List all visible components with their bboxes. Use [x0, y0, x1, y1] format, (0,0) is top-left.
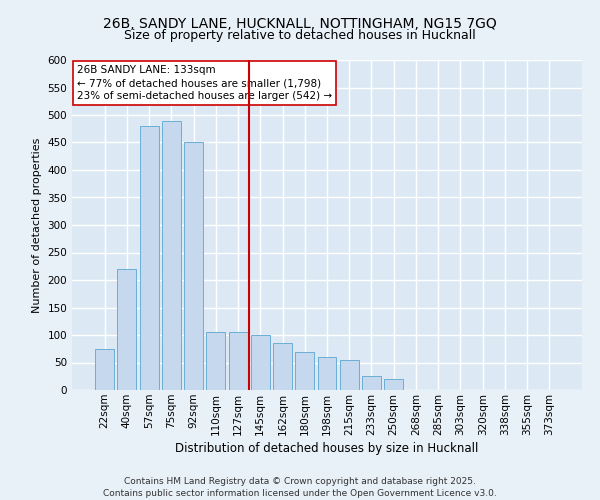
Bar	[317, 357, 337, 390]
Bar	[251, 335, 270, 390]
Text: 26B, SANDY LANE, HUCKNALL, NOTTINGHAM, NG15 7GQ: 26B, SANDY LANE, HUCKNALL, NOTTINGHAM, N…	[103, 18, 497, 32]
Bar	[295, 352, 314, 390]
Bar	[162, 120, 181, 390]
Bar	[384, 379, 403, 390]
Bar	[273, 343, 292, 390]
Bar	[340, 360, 359, 390]
X-axis label: Distribution of detached houses by size in Hucknall: Distribution of detached houses by size …	[175, 442, 479, 455]
Bar	[95, 349, 114, 390]
Bar	[206, 332, 225, 390]
Text: 26B SANDY LANE: 133sqm
← 77% of detached houses are smaller (1,798)
23% of semi-: 26B SANDY LANE: 133sqm ← 77% of detached…	[77, 65, 332, 102]
Bar	[184, 142, 203, 390]
Bar	[362, 376, 381, 390]
Bar	[229, 332, 248, 390]
Text: Size of property relative to detached houses in Hucknall: Size of property relative to detached ho…	[124, 29, 476, 42]
Y-axis label: Number of detached properties: Number of detached properties	[32, 138, 42, 312]
Bar	[140, 126, 158, 390]
Bar	[118, 269, 136, 390]
Text: Contains HM Land Registry data © Crown copyright and database right 2025.
Contai: Contains HM Land Registry data © Crown c…	[103, 476, 497, 498]
